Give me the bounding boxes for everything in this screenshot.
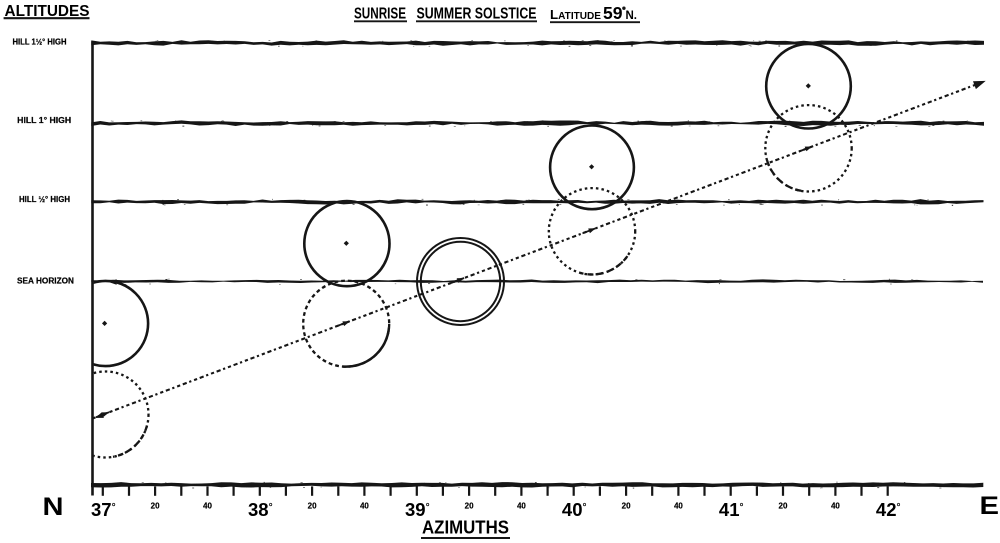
svg-text:40: 40 [674,502,683,511]
svg-text:HILL 1° HIGH: HILL 1° HIGH [17,115,71,125]
svg-text:20: 20 [465,502,474,511]
svg-text:N.: N. [626,10,638,22]
svg-text:40°: 40° [562,499,587,520]
svg-text:SUMMER SOLSTICE: SUMMER SOLSTICE [417,5,537,22]
svg-text:20: 20 [308,502,317,511]
svg-text:41°: 41° [719,499,744,520]
svg-text:SEA HORIZON: SEA HORIZON [17,275,74,285]
svg-text:39°: 39° [405,499,430,520]
svg-text:40: 40 [360,502,369,511]
svg-text:HILL 1½° HIGH: HILL 1½° HIGH [13,37,67,47]
svg-text:59: 59 [603,3,623,23]
svg-text:20: 20 [779,502,788,511]
svg-text:20: 20 [151,502,160,511]
svg-text:N: N [43,493,64,521]
svg-text:38°: 38° [248,499,273,520]
svg-text:ALTITUDES: ALTITUDES [5,3,90,20]
svg-text:40: 40 [517,502,526,511]
svg-text:LATITUDE: LATITUDE [550,7,601,22]
svg-text:HILL ½° HIGH: HILL ½° HIGH [19,194,70,204]
svg-text:SUNRISE: SUNRISE [354,5,406,22]
svg-text:40: 40 [203,502,212,511]
svg-text:37°: 37° [91,499,116,520]
svg-text:E: E [980,492,1000,520]
svg-text:AZIMUTHS: AZIMUTHS [422,518,509,538]
svg-text:42°: 42° [876,499,901,520]
svg-text:40: 40 [831,502,840,511]
svg-text:20: 20 [622,502,631,511]
